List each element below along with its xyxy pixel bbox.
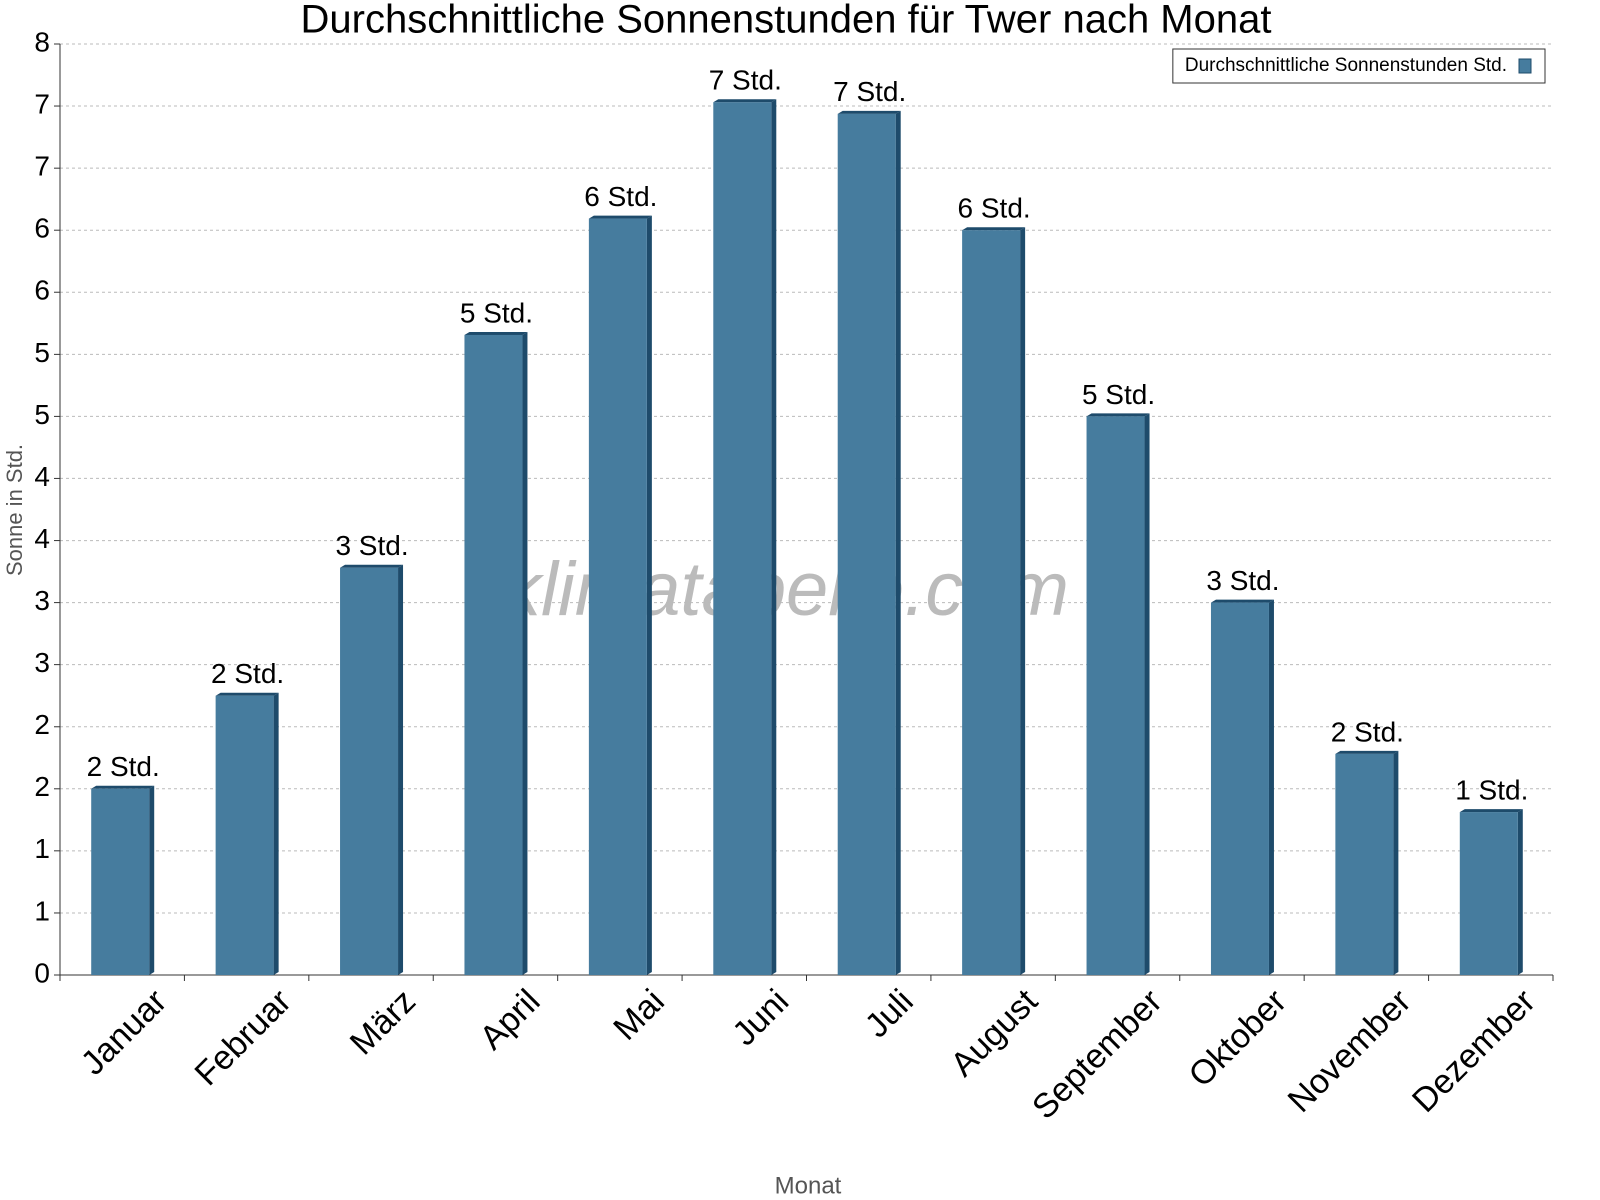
bar-cap bbox=[837, 110, 901, 114]
y-axis-title: Sonne in Std. bbox=[2, 444, 27, 576]
bar bbox=[215, 695, 274, 975]
y-tick-label: 3 bbox=[34, 585, 50, 616]
bar bbox=[1086, 416, 1145, 975]
data-label: 5 Std. bbox=[460, 297, 533, 328]
bar-cap bbox=[1086, 413, 1150, 417]
bar-group bbox=[464, 331, 528, 975]
bar-side bbox=[1144, 413, 1150, 975]
legend-swatch bbox=[1518, 58, 1532, 74]
chart-title: Durchschnittliche Sonnenstunden für Twer… bbox=[301, 0, 1272, 42]
bar bbox=[588, 218, 647, 975]
bar-group bbox=[1335, 750, 1399, 975]
x-axis-title: Monat bbox=[775, 1172, 842, 1199]
bar-cap bbox=[962, 227, 1026, 231]
y-tick-label: 3 bbox=[34, 647, 50, 678]
bar-cap bbox=[588, 215, 652, 219]
data-label: 6 Std. bbox=[958, 193, 1031, 224]
y-tick-label: 1 bbox=[34, 895, 50, 926]
y-tick-label: 6 bbox=[34, 275, 50, 306]
bar bbox=[837, 113, 896, 975]
y-tick-label: 0 bbox=[34, 957, 50, 988]
bar-side bbox=[398, 564, 404, 975]
y-tick-label: 7 bbox=[34, 88, 50, 119]
y-tick-label: 6 bbox=[34, 213, 50, 244]
data-label: 2 Std. bbox=[211, 658, 284, 689]
bar-side bbox=[1268, 599, 1274, 975]
y-tick-label: 4 bbox=[34, 523, 50, 554]
bar-side bbox=[149, 785, 155, 975]
y-tick-label: 2 bbox=[34, 709, 50, 740]
bar-cap bbox=[215, 692, 279, 696]
bar-group bbox=[340, 564, 404, 975]
y-tick-label: 1 bbox=[34, 833, 50, 864]
bar-cap bbox=[713, 99, 777, 103]
bar-group bbox=[713, 99, 777, 975]
y-tick-label: 7 bbox=[34, 151, 50, 182]
bar-cap bbox=[91, 785, 155, 789]
bar-group bbox=[1086, 413, 1150, 975]
bar-side bbox=[1517, 809, 1523, 975]
bar-side bbox=[522, 331, 528, 975]
bar-cap bbox=[1335, 750, 1399, 754]
bar-side bbox=[1020, 227, 1026, 975]
bar bbox=[340, 567, 399, 975]
bar-group bbox=[837, 110, 901, 975]
bar-side bbox=[273, 692, 279, 975]
data-label: 6 Std. bbox=[584, 181, 657, 212]
data-label: 1 Std. bbox=[1455, 774, 1528, 805]
data-label: 7 Std. bbox=[833, 76, 906, 107]
y-tick-label: 5 bbox=[34, 399, 50, 430]
bar bbox=[713, 102, 772, 975]
data-label: 3 Std. bbox=[1206, 565, 1279, 596]
bar-group bbox=[215, 692, 279, 975]
data-label: 2 Std. bbox=[1331, 716, 1404, 747]
data-label: 7 Std. bbox=[709, 65, 782, 96]
y-tick-label: 5 bbox=[34, 337, 50, 368]
y-tick-label: 2 bbox=[34, 771, 50, 802]
bar-group bbox=[1210, 599, 1274, 975]
bar bbox=[91, 788, 150, 975]
bar-cap bbox=[1210, 599, 1274, 603]
bar bbox=[1210, 602, 1269, 975]
data-label: 2 Std. bbox=[87, 751, 160, 782]
bar bbox=[1335, 753, 1394, 975]
bar bbox=[962, 230, 1021, 975]
data-label: 3 Std. bbox=[335, 530, 408, 561]
legend-label: Durchschnittliche Sonnenstunden Std. bbox=[1185, 55, 1507, 76]
bar-side bbox=[771, 99, 777, 975]
bar-side bbox=[646, 215, 652, 975]
bar-group bbox=[588, 215, 652, 975]
bar-side bbox=[1393, 750, 1399, 975]
bar-side bbox=[895, 110, 901, 975]
bar-cap bbox=[340, 564, 404, 568]
bar bbox=[464, 334, 523, 975]
data-label: 5 Std. bbox=[1082, 379, 1155, 410]
bar bbox=[1459, 812, 1518, 975]
bar-group bbox=[91, 785, 155, 975]
bar-cap bbox=[464, 331, 528, 335]
y-tick-label: 4 bbox=[34, 461, 50, 492]
bar-group bbox=[962, 227, 1026, 975]
legend-box bbox=[1172, 48, 1546, 84]
bar-cap bbox=[1459, 809, 1523, 813]
bar-group bbox=[1459, 809, 1523, 975]
legend: Durchschnittliche Sonnenstunden Std. bbox=[1172, 48, 1546, 84]
y-tick-label: 8 bbox=[34, 26, 50, 57]
